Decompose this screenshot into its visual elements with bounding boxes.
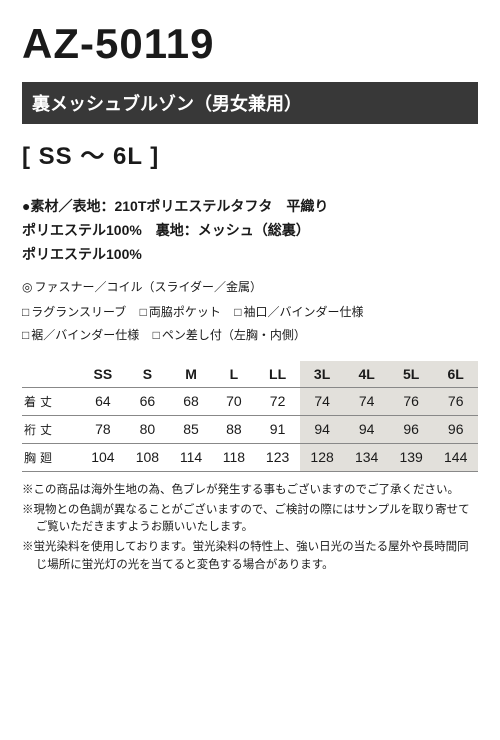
size-cell: 123	[255, 443, 300, 471]
table-row: 着丈646668707274747676	[22, 387, 478, 415]
notes-block: ※この商品は海外生地の為、色ブレが発生する事もございますのでご了承ください。 ※現…	[22, 482, 478, 575]
product-name: 裏メッシュブルゾン（男女兼用）	[22, 82, 478, 124]
size-cell: 144	[433, 443, 478, 471]
size-col-S: S	[125, 361, 170, 388]
row-label: 着丈	[22, 387, 81, 415]
product-code: AZ-50119	[22, 20, 478, 68]
size-cell: 104	[81, 443, 126, 471]
size-cell: 74	[344, 387, 389, 415]
size-cell: 76	[389, 387, 434, 415]
feature-hem-binder: 裾／バインダー仕様	[22, 328, 139, 342]
size-table-header-row: SSSMLLL3L4L5L6L	[22, 361, 478, 388]
size-col-M: M	[170, 361, 213, 388]
feature-pen-holder: ペン差し付（左胸・内側）	[153, 328, 306, 342]
size-cell: 85	[170, 415, 213, 443]
size-cell: 114	[170, 443, 213, 471]
material-line3: ポリエステル100%	[22, 243, 478, 267]
size-cell: 94	[300, 415, 345, 443]
note-item: ※この商品は海外生地の為、色ブレが発生する事もございますのでご了承ください。	[22, 482, 478, 500]
size-cell: 76	[433, 387, 478, 415]
size-table-container: SSSMLLL3L4L5L6L 着丈646668707274747676裄丈78…	[22, 361, 478, 472]
fastener-label: ファスナー／コイル（スライダー／金属）	[22, 280, 262, 294]
row-label: 裄丈	[22, 415, 81, 443]
size-cell: 74	[300, 387, 345, 415]
size-cell: 78	[81, 415, 126, 443]
size-cell: 64	[81, 387, 126, 415]
size-cell: 96	[433, 415, 478, 443]
size-cell: 88	[212, 415, 255, 443]
size-cell: 118	[212, 443, 255, 471]
size-cell: 94	[344, 415, 389, 443]
size-cell: 72	[255, 387, 300, 415]
note-item: ※現物との色調が異なることがございますので、ご検討の際にはサンプルを取り寄せてご…	[22, 502, 478, 538]
size-col-SS: SS	[81, 361, 126, 388]
size-cell: 139	[389, 443, 434, 471]
size-col-L: L	[212, 361, 255, 388]
size-table-body: 着丈646668707274747676裄丈788085889194949696…	[22, 387, 478, 471]
feature-raglan: ラグランスリーブ	[22, 305, 126, 319]
fastener-spec: ファスナー／コイル（スライダー／金属）	[22, 276, 478, 299]
table-row: 裄丈788085889194949696	[22, 415, 478, 443]
material-line1: ●素材／表地：210Tポリエステルタフタ 平織り	[22, 195, 478, 219]
size-cell: 96	[389, 415, 434, 443]
size-table-corner	[22, 361, 81, 388]
table-row: 胸廻104108114118123128134139144	[22, 443, 478, 471]
size-range: [ SS ～ 6L ]	[22, 136, 478, 171]
size-cell: 91	[255, 415, 300, 443]
size-col-LL: LL	[255, 361, 300, 388]
size-table: SSSMLLL3L4L5L6L 着丈646668707274747676裄丈78…	[22, 361, 478, 472]
note-item: ※蛍光染料を使用しております。蛍光染料の特性上、強い日光の当たる屋外や長時間同じ…	[22, 539, 478, 575]
size-cell: 128	[300, 443, 345, 471]
size-cell: 66	[125, 387, 170, 415]
size-col-6L: 6L	[433, 361, 478, 388]
size-cell: 134	[344, 443, 389, 471]
size-col-4L: 4L	[344, 361, 389, 388]
size-col-3L: 3L	[300, 361, 345, 388]
size-cell: 68	[170, 387, 213, 415]
size-col-5L: 5L	[389, 361, 434, 388]
size-cell: 108	[125, 443, 170, 471]
size-cell: 80	[125, 415, 170, 443]
features-row-2: 裾／バインダー仕様 ペン差し付（左胸・内側）	[22, 324, 478, 347]
features-row-1: ラグランスリーブ 両脇ポケット 袖口／バインダー仕様	[22, 301, 478, 324]
material-line2: ポリエステル100% 裏地：メッシュ（総裏）	[22, 219, 478, 243]
size-cell: 70	[212, 387, 255, 415]
material-block: ●素材／表地：210Tポリエステルタフタ 平織り ポリエステル100% 裏地：メ…	[22, 195, 478, 266]
row-label: 胸廻	[22, 443, 81, 471]
feature-side-pockets: 両脇ポケット	[140, 305, 221, 319]
feature-cuff-binder: 袖口／バインダー仕様	[234, 305, 363, 319]
